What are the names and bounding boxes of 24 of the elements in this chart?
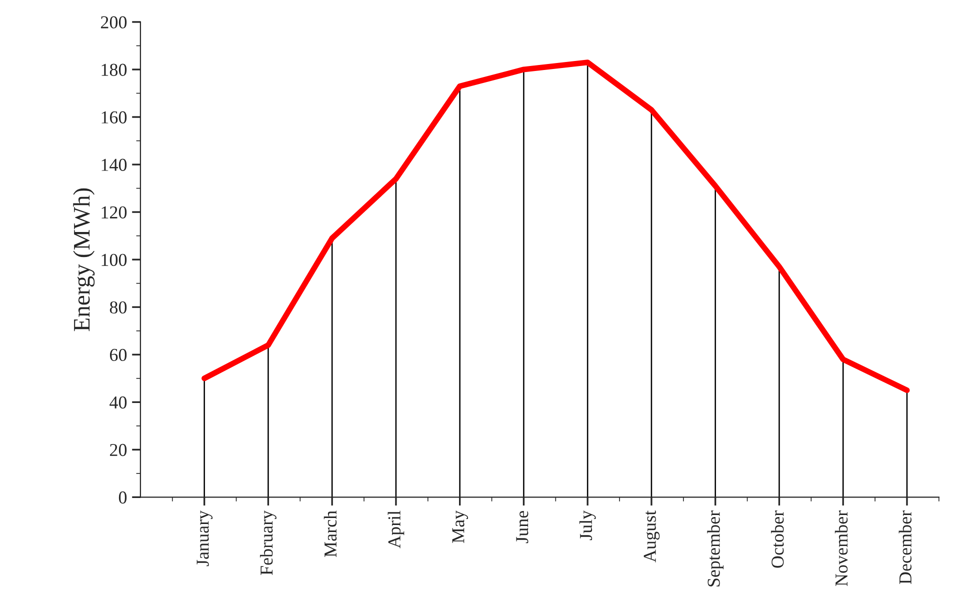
y-tick-label: 120 <box>102 206 127 218</box>
y-tick-label: 140 <box>102 158 127 171</box>
y-tick-label: 60 <box>110 348 127 362</box>
y-tick-label: 40 <box>110 396 127 409</box>
y-tick-label: 0 <box>118 491 127 504</box>
x-tick-label: February <box>260 510 276 576</box>
x-tick-label: April <box>388 510 404 548</box>
y-tick-label: 100 <box>102 254 127 266</box>
x-tick-label: May <box>452 510 468 543</box>
y-tick-label: 200 <box>100 16 127 28</box>
x-tick-label: September <box>707 510 724 586</box>
y-axis-title: Energy (MWh) <box>73 188 95 332</box>
y-tick-label: 80 <box>110 301 127 314</box>
x-tick-label: January <box>196 510 213 566</box>
y-tick-label: 20 <box>110 444 127 456</box>
x-tick-label: October <box>771 510 784 568</box>
x-tick-label: March <box>324 510 337 557</box>
y-tick-label: 160 <box>102 111 127 124</box>
x-tick-label: August <box>644 510 660 562</box>
x-tick-label: December <box>898 510 912 584</box>
x-tick-label: June <box>516 511 528 544</box>
y-tick-label: 180 <box>102 64 127 76</box>
x-tick-label: November <box>834 510 848 586</box>
x-tick-label: July <box>579 510 596 540</box>
